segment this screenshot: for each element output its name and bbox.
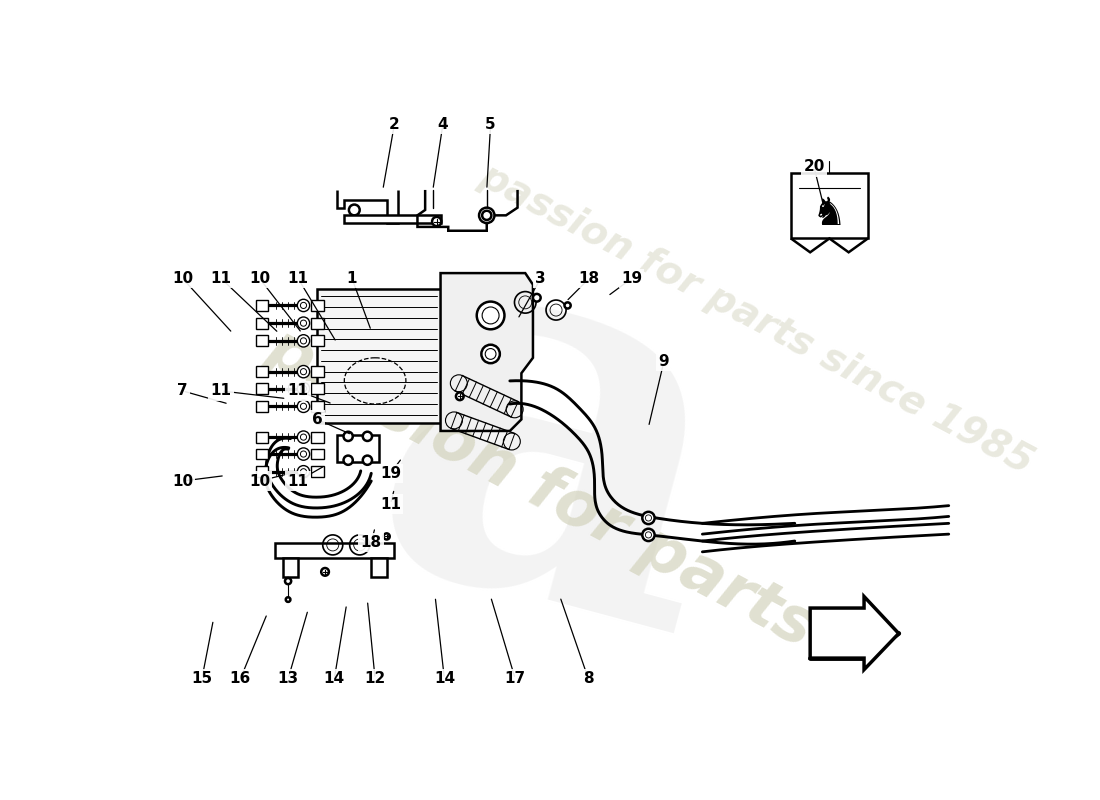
Polygon shape: [810, 597, 899, 670]
Circle shape: [482, 345, 499, 363]
Polygon shape: [337, 435, 378, 462]
Bar: [791, 173, 868, 238]
Text: 9: 9: [659, 354, 669, 369]
Bar: [311, 300, 323, 311]
Circle shape: [343, 432, 353, 441]
Polygon shape: [372, 558, 387, 578]
Text: 18: 18: [579, 271, 600, 286]
Circle shape: [482, 210, 492, 220]
Text: ♞: ♞: [812, 195, 847, 233]
Text: 10: 10: [172, 474, 194, 489]
Text: 3: 3: [536, 271, 546, 286]
Bar: [311, 383, 323, 394]
Text: 11: 11: [287, 383, 309, 398]
Bar: [255, 401, 268, 412]
Circle shape: [432, 217, 441, 226]
Text: 12: 12: [364, 671, 386, 686]
Text: passion for parts: passion for parts: [255, 318, 826, 660]
Text: 11: 11: [210, 383, 232, 398]
Circle shape: [285, 578, 292, 584]
Bar: [255, 335, 268, 346]
Circle shape: [321, 568, 329, 576]
Circle shape: [297, 366, 310, 378]
Text: 8: 8: [583, 671, 594, 686]
Bar: [311, 432, 323, 442]
Text: 19: 19: [379, 466, 401, 481]
Circle shape: [564, 302, 571, 309]
Text: 4: 4: [438, 117, 448, 132]
Bar: [255, 318, 268, 329]
Text: 20: 20: [803, 159, 825, 174]
Text: a: a: [324, 166, 788, 750]
Circle shape: [476, 302, 505, 330]
Polygon shape: [318, 289, 440, 423]
Text: 10: 10: [249, 474, 271, 489]
Circle shape: [297, 448, 310, 460]
Bar: [311, 318, 323, 329]
Circle shape: [297, 317, 310, 330]
Text: 16: 16: [230, 671, 251, 686]
Polygon shape: [283, 558, 298, 578]
Bar: [255, 466, 268, 477]
Bar: [255, 366, 268, 377]
Circle shape: [642, 529, 654, 541]
Polygon shape: [344, 215, 440, 223]
Text: 11: 11: [210, 271, 232, 286]
Bar: [255, 300, 268, 311]
Text: 14: 14: [433, 671, 455, 686]
Circle shape: [532, 294, 541, 302]
Circle shape: [642, 512, 654, 524]
Text: 10: 10: [172, 271, 194, 286]
Bar: [311, 449, 323, 459]
Text: 5: 5: [485, 117, 496, 132]
Text: 6: 6: [312, 412, 322, 427]
Text: 17: 17: [505, 671, 526, 686]
Text: 10: 10: [249, 271, 271, 286]
Circle shape: [343, 455, 353, 465]
Polygon shape: [440, 273, 534, 431]
Polygon shape: [275, 542, 395, 558]
Bar: [311, 366, 323, 377]
Text: 2: 2: [389, 117, 399, 132]
Text: 11: 11: [287, 271, 309, 286]
Bar: [311, 401, 323, 412]
Circle shape: [297, 466, 310, 478]
Bar: [255, 432, 268, 442]
Text: 1: 1: [346, 271, 358, 286]
Text: 11: 11: [379, 497, 401, 512]
Text: 18: 18: [361, 535, 382, 550]
Bar: [311, 335, 323, 346]
Circle shape: [363, 455, 372, 465]
Circle shape: [297, 382, 310, 394]
Circle shape: [384, 534, 389, 539]
Text: passion for parts since 1985: passion for parts since 1985: [473, 157, 1040, 482]
Text: 19: 19: [620, 271, 642, 286]
Bar: [311, 466, 323, 477]
Circle shape: [455, 393, 464, 400]
Text: 11: 11: [287, 474, 309, 489]
Text: 15: 15: [191, 671, 212, 686]
Bar: [255, 383, 268, 394]
Circle shape: [297, 334, 310, 347]
Bar: [255, 449, 268, 459]
Text: 14: 14: [323, 671, 345, 686]
Circle shape: [363, 432, 372, 441]
Circle shape: [297, 400, 310, 413]
Circle shape: [297, 299, 310, 312]
Circle shape: [297, 431, 310, 443]
Circle shape: [480, 208, 495, 223]
Text: 13: 13: [277, 671, 299, 686]
Text: 7: 7: [177, 383, 188, 398]
